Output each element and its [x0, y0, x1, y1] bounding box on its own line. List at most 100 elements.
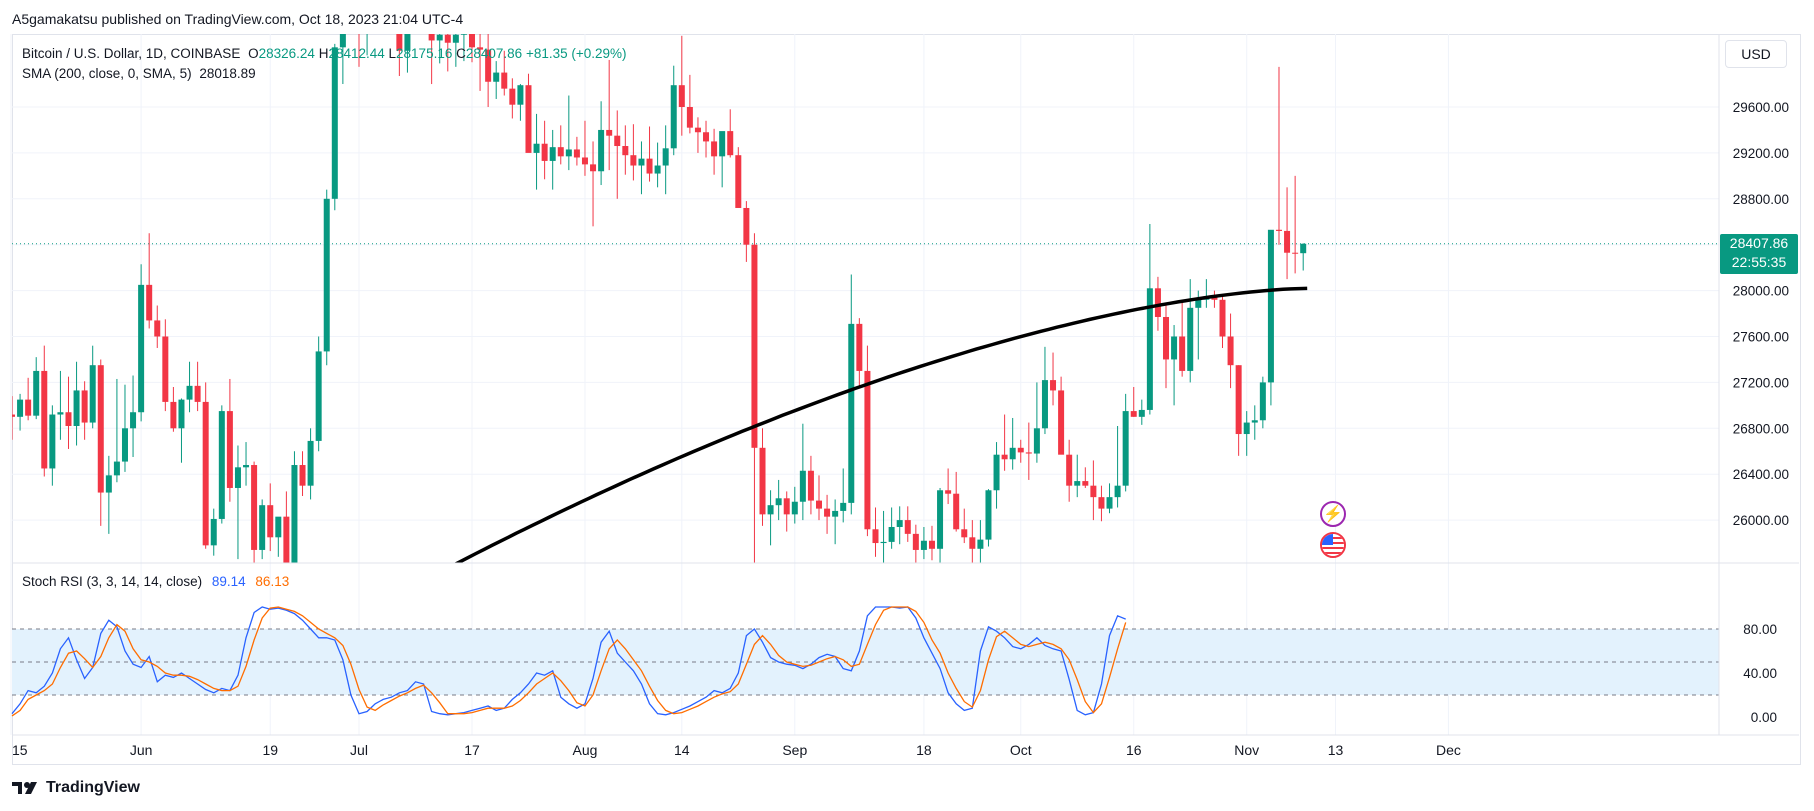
- candle-body: [1033, 428, 1040, 454]
- candle-body: [937, 490, 944, 549]
- candle-body: [65, 412, 72, 427]
- candle-body: [234, 467, 241, 488]
- low-label: L: [388, 46, 397, 61]
- brand-logo[interactable]: TradingView: [12, 779, 140, 797]
- candle-body: [719, 131, 726, 157]
- candle-body: [727, 131, 734, 156]
- stoch-legend: Stoch RSI (3, 3, 14, 14, close) 89.14 86…: [22, 574, 289, 589]
- candle-body: [630, 155, 637, 166]
- time-axis-label: 13: [1328, 742, 1344, 758]
- candle-body: [920, 540, 927, 550]
- candle-body: [33, 370, 40, 416]
- candle-body: [97, 365, 104, 493]
- candle-body: [460, 34, 467, 35]
- candle-body: [1130, 411, 1137, 417]
- us-flag-icon[interactable]: [1320, 532, 1346, 558]
- candle-body: [485, 49, 492, 82]
- symbol-legend: Bitcoin / U.S. Dollar, 1D, COINBASE O283…: [22, 46, 627, 61]
- candle-body: [606, 129, 613, 136]
- candle-body: [154, 320, 161, 337]
- candle-body: [170, 401, 177, 429]
- candle-body: [872, 529, 879, 544]
- candle-body: [856, 323, 863, 371]
- candle-body: [791, 501, 798, 515]
- currency-button[interactable]: USD: [1725, 40, 1787, 68]
- candle-body: [194, 385, 201, 402]
- price-axis-label: 29200.00: [1733, 146, 1789, 161]
- candle-body: [25, 399, 32, 416]
- candle-body: [1001, 454, 1008, 460]
- candle-body: [1171, 336, 1178, 360]
- candle-body: [646, 158, 653, 174]
- candle-body: [509, 88, 516, 105]
- close-value: 28407.86: [465, 46, 523, 61]
- candle-body: [162, 336, 169, 402]
- candle-body: [372, 0, 378, 11]
- sma-legend: SMA (200, close, 0, SMA, 5) 28018.89: [22, 66, 256, 81]
- candle-body: [452, 34, 459, 43]
- candle-body: [1090, 485, 1097, 498]
- stoch-d-line: [11, 606, 1127, 717]
- stoch-axis-label: 40.00: [1743, 666, 1777, 681]
- time-axis-label: 19: [262, 742, 278, 758]
- candle-body: [928, 540, 935, 549]
- candle-body: [735, 155, 742, 208]
- candle-body: [807, 470, 814, 501]
- candle-body: [1251, 420, 1258, 423]
- candle-body: [598, 129, 605, 172]
- candle-body: [832, 510, 839, 517]
- candle-body: [1074, 481, 1081, 486]
- candle-body: [436, 34, 443, 41]
- candle-body: [315, 351, 322, 441]
- candle-body: [477, 47, 484, 50]
- candle-body: [1098, 497, 1105, 509]
- candle-body: [638, 158, 645, 166]
- candle-body: [945, 490, 952, 494]
- candle-body: [1138, 409, 1145, 417]
- price-axis-label: 27200.00: [1733, 375, 1789, 390]
- price-axis-label: 29600.00: [1733, 100, 1789, 115]
- sma-line: [453, 286, 1308, 563]
- price-axis-label: 26800.00: [1733, 421, 1789, 436]
- candle-body: [1025, 452, 1032, 454]
- candle-body: [121, 428, 128, 462]
- candle-body: [573, 149, 580, 158]
- candle-body: [614, 135, 621, 147]
- candle-body: [1041, 380, 1048, 429]
- candle-body: [912, 533, 919, 550]
- time-axis-label: Aug: [573, 742, 598, 758]
- price-axis-label: 27600.00: [1733, 330, 1789, 345]
- candle-body: [888, 526, 895, 542]
- candle-body: [622, 146, 629, 156]
- candle-body: [267, 505, 274, 538]
- candle-body: [977, 539, 984, 549]
- candle-body: [323, 198, 330, 352]
- candle-body: [113, 461, 120, 476]
- candle-body: [210, 518, 217, 546]
- candle-body: [202, 401, 209, 546]
- high-label: H: [318, 46, 329, 61]
- candle-body: [1146, 288, 1153, 410]
- candle-body: [985, 490, 992, 540]
- price-axis-label: 26000.00: [1733, 513, 1789, 528]
- lightning-icon[interactable]: ⚡: [1320, 501, 1346, 527]
- candle-body: [565, 149, 572, 157]
- tradingview-logo-icon: [12, 782, 37, 794]
- candle-body: [243, 465, 250, 468]
- candle-body: [1275, 229, 1282, 231]
- candle-body: [186, 385, 193, 400]
- candle-body: [517, 85, 524, 105]
- candle-body: [880, 541, 887, 544]
- candle-body: [541, 143, 548, 161]
- stoch-k-line: [11, 606, 1126, 716]
- candle-body: [703, 132, 710, 142]
- candle-body: [670, 85, 677, 149]
- symbol-name: Bitcoin / U.S. Dollar, 1D, COINBASE: [22, 46, 241, 61]
- high-value: 28412.44: [328, 46, 385, 61]
- candle-body: [848, 323, 855, 503]
- candle-body: [816, 500, 822, 509]
- published-caption: A5gamakatsu published on TradingView.com…: [12, 11, 464, 27]
- candle-body: [428, 34, 435, 41]
- candle-body: [1106, 497, 1113, 509]
